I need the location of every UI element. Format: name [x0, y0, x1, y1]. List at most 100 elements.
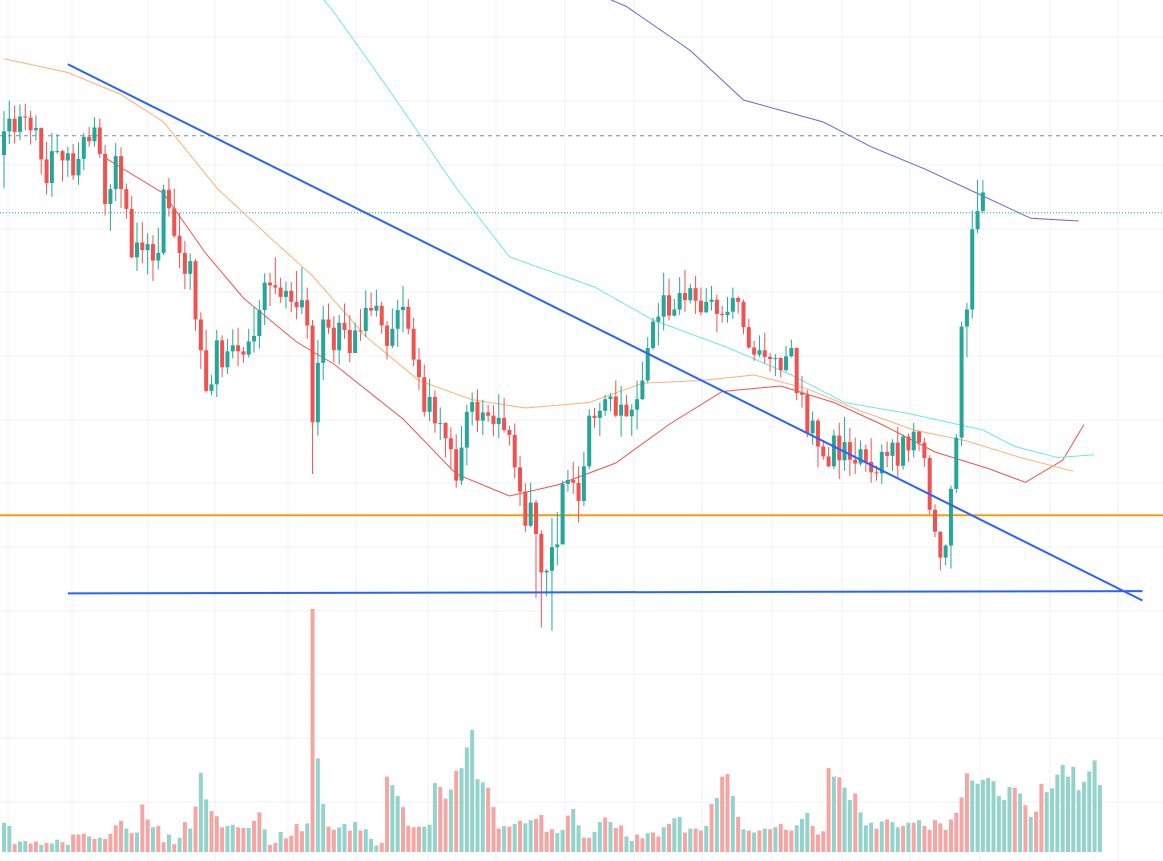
candle-body [502, 417, 507, 430]
volume-bar [60, 842, 65, 852]
volume-bar [534, 818, 538, 852]
volume-bar [581, 837, 586, 852]
candle-body [103, 153, 108, 204]
candle-body [959, 326, 964, 438]
volume-bar [448, 789, 453, 852]
volume-bar [789, 830, 794, 852]
candle-body [885, 452, 890, 456]
candle-body [432, 397, 437, 424]
candle-body [230, 345, 235, 352]
candle-body [113, 156, 118, 190]
candle-body [363, 307, 368, 331]
candle-body [730, 298, 735, 312]
candle-body [177, 235, 182, 253]
candle-body [741, 301, 746, 328]
volume-bar [156, 826, 161, 852]
candle-body [2, 131, 6, 155]
volume-bar [544, 831, 549, 852]
volume-bar [959, 797, 964, 852]
volume-bar [831, 776, 836, 852]
volume-bar [996, 796, 1001, 852]
candle-body [129, 208, 134, 258]
volume-bar [92, 839, 97, 852]
candle-body [762, 350, 767, 357]
candle-body [544, 570, 549, 573]
volume-bar [661, 827, 666, 852]
volume-bar [917, 820, 922, 852]
volume-bar [321, 803, 326, 852]
volume-bar [975, 783, 980, 852]
candle-body [464, 411, 469, 448]
volume-bar [422, 826, 427, 852]
volume-bar [709, 803, 714, 852]
volume-bar [730, 796, 735, 852]
volume-bar [964, 773, 969, 852]
volume-bar [119, 820, 124, 852]
volume-bar [182, 822, 187, 852]
trendlines [67, 63, 1143, 602]
candle-body [49, 151, 54, 184]
volume-bar [236, 827, 241, 852]
candle-body [933, 509, 937, 532]
candle-body [890, 442, 895, 456]
volume-bar [464, 747, 469, 852]
candle-body [39, 128, 44, 160]
volume-bar [980, 779, 985, 852]
volume-bar [1087, 771, 1092, 852]
candle-body [294, 301, 299, 308]
volume-bar [496, 828, 501, 852]
volume-bar [12, 844, 17, 852]
moving-averages [3, 0, 1095, 497]
volume-bar [438, 787, 443, 852]
volume-bar [704, 826, 709, 852]
candle-body [374, 305, 379, 311]
candle-body [337, 322, 342, 351]
candle-body [677, 293, 682, 310]
volume-bar [374, 845, 379, 852]
volume-bar [1055, 774, 1060, 852]
volume-bar [252, 820, 257, 852]
candle-body [789, 348, 794, 357]
volume-bar [49, 843, 54, 852]
volume-bar [268, 844, 272, 852]
candle-body [629, 409, 634, 417]
candle-body [347, 329, 352, 353]
candle-body [954, 437, 959, 489]
volume-bar [842, 787, 847, 852]
volume-bar [1012, 787, 1017, 852]
candle-body [257, 310, 262, 336]
candle-body [12, 118, 17, 132]
volume-bar [752, 832, 757, 852]
volume-bar [603, 817, 608, 852]
volume-bar [773, 827, 778, 852]
volume-bar [938, 823, 943, 852]
candle-body [395, 310, 400, 329]
volume-bar [379, 842, 384, 852]
volume-bar [970, 780, 975, 852]
volume-bar [565, 815, 570, 852]
volume-bar [108, 833, 113, 852]
candle-body [736, 298, 741, 302]
volume-bar [821, 831, 826, 852]
candle-body [869, 461, 874, 473]
candle-body [427, 397, 432, 412]
candle-body [576, 482, 581, 501]
volume-bar [741, 829, 746, 852]
candle-body [911, 431, 916, 451]
candle-body [635, 399, 640, 410]
candle-body [416, 359, 421, 378]
candle-body [826, 456, 831, 467]
volume-bar [470, 729, 475, 852]
volume-bar [230, 824, 235, 852]
volume-bar [1023, 805, 1028, 852]
volume-bar [954, 813, 959, 852]
volume-bar [310, 608, 315, 852]
volume-bar [129, 833, 134, 852]
volume-bar [1018, 793, 1023, 852]
volume-bar [140, 804, 145, 852]
volume-bar [145, 819, 150, 852]
candle-body [917, 431, 922, 443]
volume-bar [331, 829, 336, 852]
